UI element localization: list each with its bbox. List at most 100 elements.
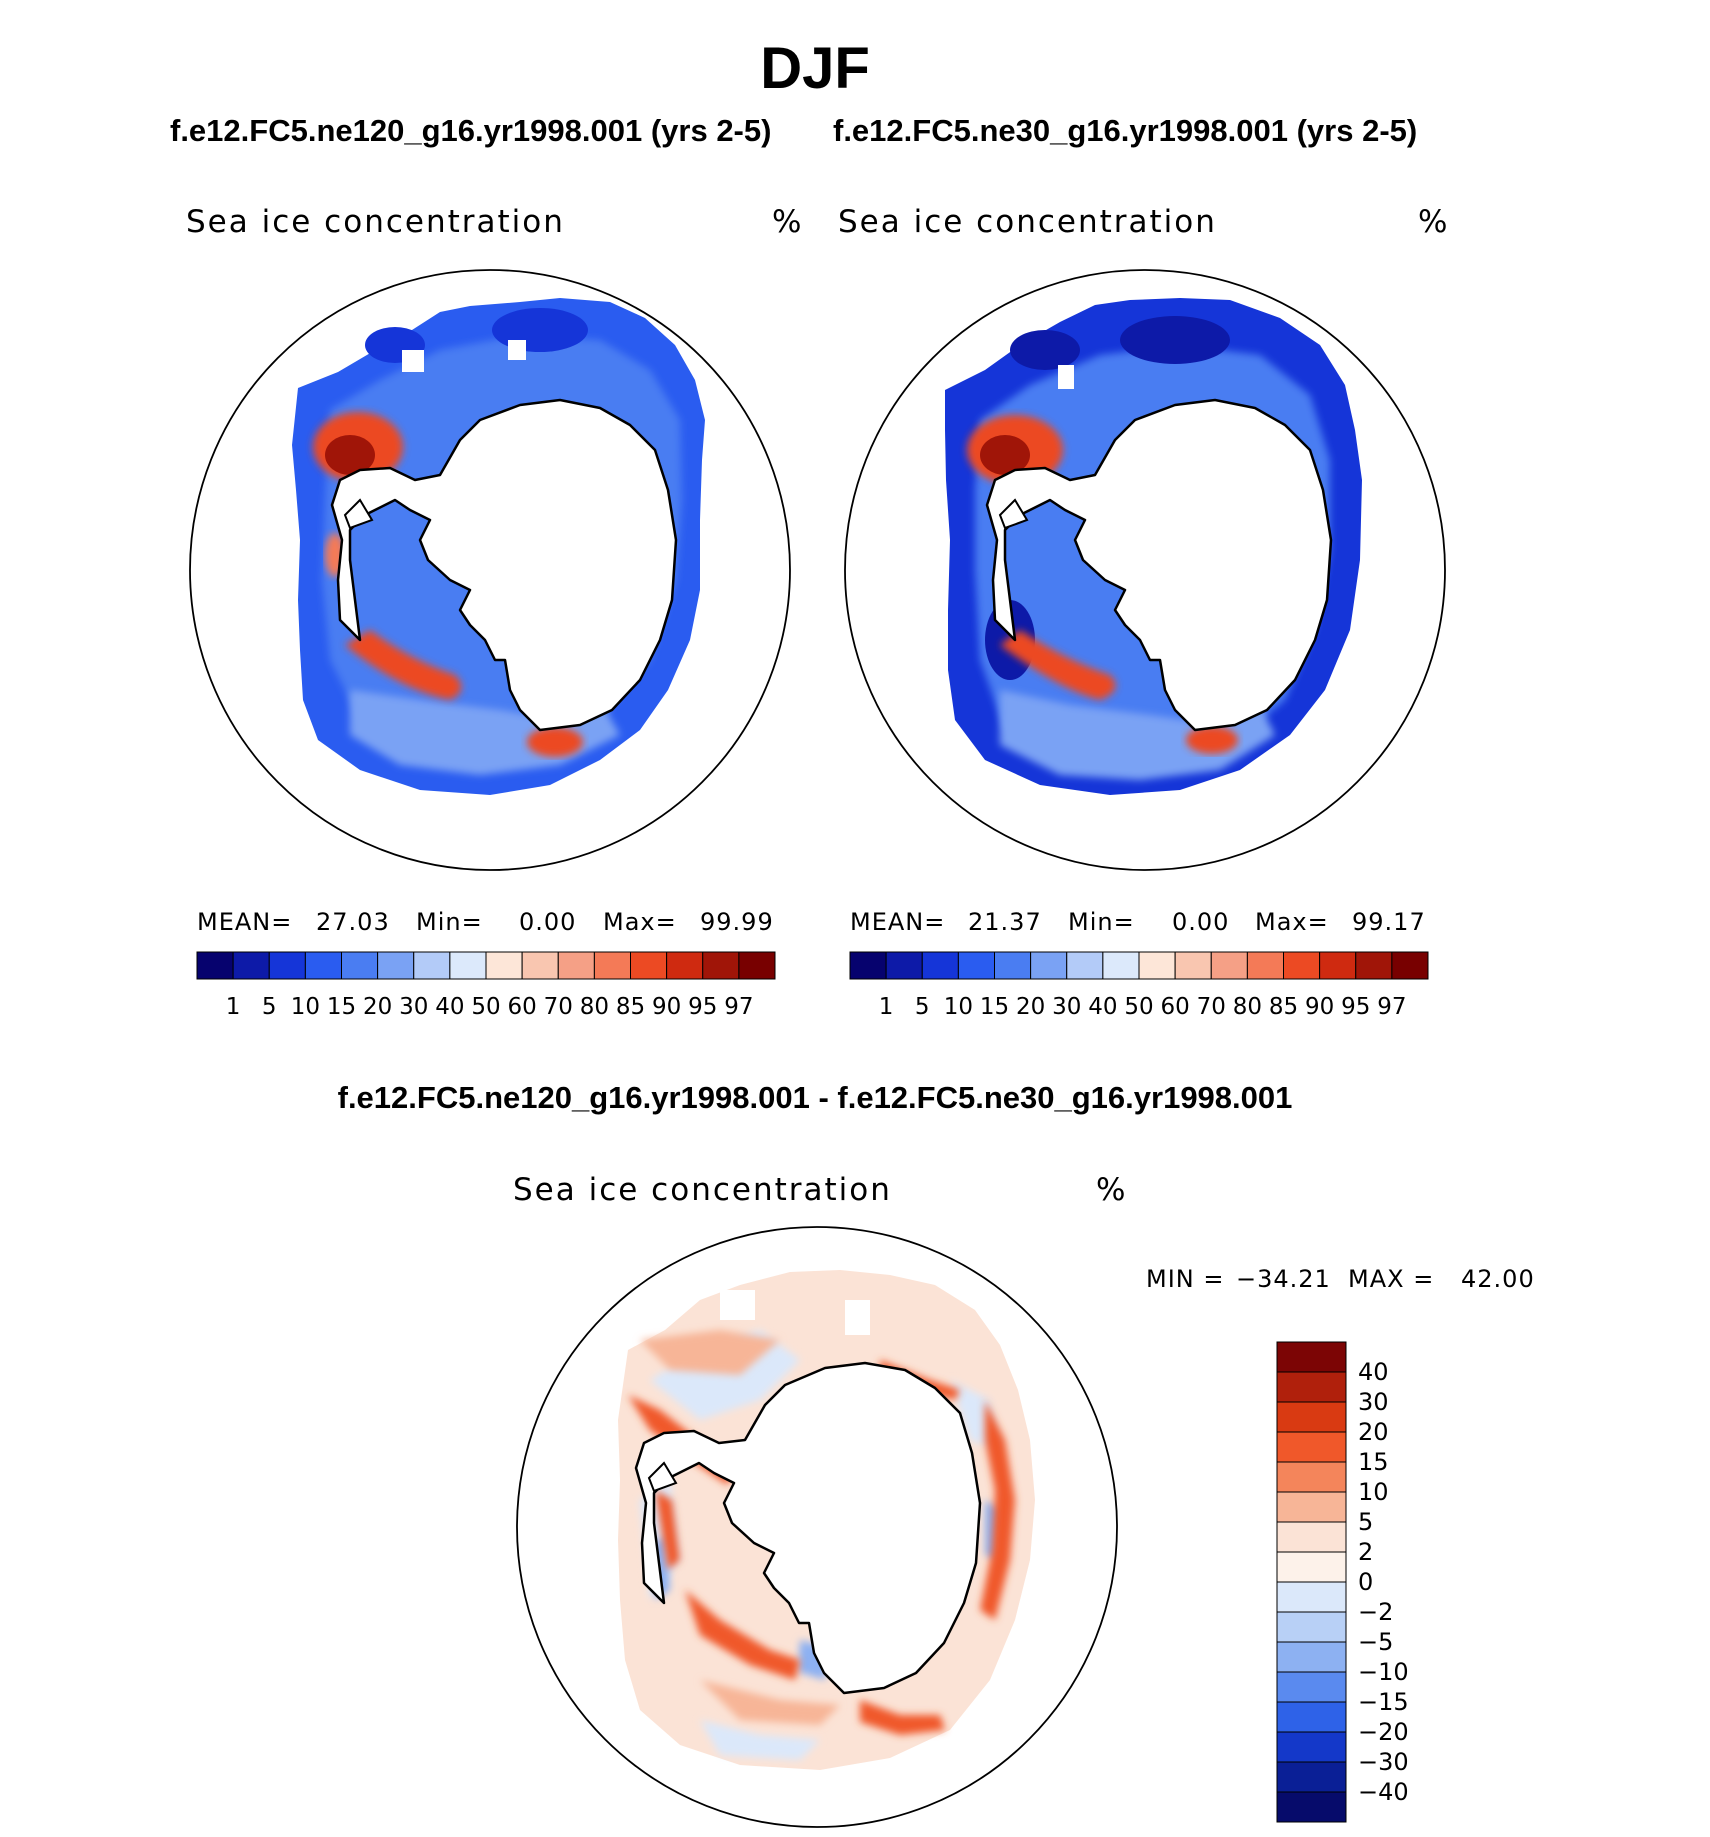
diff-colorbar-tick: −10 <box>1358 1658 1409 1686</box>
right-ice-hot-east <box>1186 726 1238 754</box>
diff-colorbar-tick: 20 <box>1358 1418 1389 1446</box>
right-colorbar-swatch <box>1283 951 1321 980</box>
right-colorbar-swatch <box>957 951 995 980</box>
diff-colorbar-tick: 10 <box>1358 1478 1389 1506</box>
right-colorbar-tick: 70 <box>1197 994 1226 1020</box>
diff-colorbar-tick: 5 <box>1358 1508 1373 1536</box>
left-map-boundary <box>189 269 791 871</box>
left-peninsula-detail <box>343 498 374 530</box>
right-colorbar-tick: 97 <box>1377 994 1406 1020</box>
left-colorbar-swatch <box>196 951 234 980</box>
left-units-label: % <box>772 204 803 240</box>
right-mean-label: MEAN= <box>850 908 945 936</box>
diff-colorbar-tick: −15 <box>1358 1688 1409 1716</box>
left-min-value: 0.00 <box>519 908 576 936</box>
left-colorbar-swatch <box>738 951 776 980</box>
left-colorbar-swatch <box>304 951 342 980</box>
diff-colorbar-swatch <box>1276 1701 1347 1733</box>
diff-colorbar-swatch <box>1276 1581 1347 1613</box>
diff-colorbar-tick: −2 <box>1358 1598 1393 1626</box>
left-colorbar-swatch <box>232 951 270 980</box>
right-peninsula-detail <box>998 498 1029 530</box>
left-ice-hot-core <box>325 435 375 475</box>
left-ice-hot-east <box>527 727 583 757</box>
diff-colorbar-tick: −20 <box>1358 1718 1409 1746</box>
right-colorbar-tick: 30 <box>1052 994 1081 1020</box>
right-colorbar-swatch <box>1030 951 1068 980</box>
right-colorbar-tick: 90 <box>1305 994 1334 1020</box>
left-colorbar-tick: 80 <box>580 994 609 1020</box>
left-colorbar: 1 5 10 15 20 30 40 50 60 70 80 85 90 95 97 <box>196 951 776 1020</box>
right-ice-dark-patch <box>1010 330 1080 370</box>
left-panel: Sea ice concentration % MEAN= 27.03 <box>186 204 803 1020</box>
left-min-label: Min= <box>416 908 483 936</box>
right-colorbar-swatch <box>1138 951 1176 980</box>
diff-run-title: f.e12.FC5.ne120_g16.yr1998.001 - f.e12.F… <box>338 1080 1293 1115</box>
left-colorbar-swatch <box>702 951 740 980</box>
left-colorbar-tick: 5 <box>262 994 277 1020</box>
left-colorbar-swatch <box>593 951 631 980</box>
diff-colorbar-tick: 15 <box>1358 1448 1389 1476</box>
right-colorbar-tick: 15 <box>980 994 1009 1020</box>
right-colorbar-tick: 60 <box>1160 994 1189 1020</box>
right-colorbar-swatch <box>921 951 959 980</box>
right-map-boundary <box>844 269 1446 871</box>
left-colorbar-tick: 70 <box>544 994 573 1020</box>
right-ice-dark-patch <box>1120 316 1230 364</box>
left-colorbar-swatch <box>341 951 379 980</box>
diff-colorbar-tick: −30 <box>1358 1748 1409 1776</box>
right-colorbar-swatch <box>1102 951 1140 980</box>
left-ice-hot-ross <box>345 630 462 700</box>
right-colorbar-tick: 5 <box>915 994 930 1020</box>
left-colorbar-tick: 85 <box>616 994 645 1020</box>
left-colorbar-swatch <box>666 951 704 980</box>
right-open-water <box>1058 365 1074 389</box>
diff-open-water <box>720 1290 755 1320</box>
left-run-title: f.e12.FC5.ne120_g16.yr1998.001 (yrs 2-5) <box>170 113 771 148</box>
left-colorbar-tick: 50 <box>471 994 500 1020</box>
left-max-value: 99.99 <box>700 908 774 936</box>
left-variable-label: Sea ice concentration <box>186 204 565 240</box>
diff-colorbar-swatch <box>1276 1791 1347 1823</box>
right-ice-light <box>1000 690 1275 780</box>
right-colorbar-tick: 85 <box>1269 994 1298 1020</box>
left-open-water <box>402 350 424 372</box>
diff-units-label: % <box>1096 1172 1127 1208</box>
diff-open-water <box>845 1300 870 1335</box>
diff-colorbar-swatch <box>1276 1431 1347 1463</box>
left-colorbar-swatch <box>557 951 595 980</box>
right-colorbar-swatch <box>994 951 1032 980</box>
diff-colorbar-tick: −5 <box>1358 1628 1393 1656</box>
diff-antarctica <box>634 1361 982 1695</box>
left-ice-dark-patch <box>492 308 588 352</box>
left-open-water <box>508 340 526 360</box>
right-ice-hot-ross <box>1000 630 1116 700</box>
left-mean-label: MEAN= <box>197 908 292 936</box>
left-colorbar-swatch <box>377 951 415 980</box>
left-colorbar-tick: 1 <box>226 994 241 1020</box>
diff-colorbar-swatch <box>1276 1731 1347 1763</box>
right-colorbar-tick: 1 <box>879 994 894 1020</box>
right-min-label: Min= <box>1068 908 1135 936</box>
right-units-label: % <box>1418 204 1449 240</box>
right-colorbar-swatch <box>1174 951 1212 980</box>
right-colorbar-swatch <box>885 951 923 980</box>
left-colorbar-tick: 97 <box>724 994 753 1020</box>
diff-colorbar-tick: −40 <box>1358 1778 1409 1806</box>
right-colorbar-tick: 95 <box>1341 994 1370 1020</box>
right-colorbar-swatch <box>1319 951 1357 980</box>
right-colorbar: 1 5 10 15 20 30 40 50 60 70 80 85 90 95 97 <box>849 951 1429 1020</box>
right-ice-hot-core <box>980 435 1030 475</box>
left-colorbar-tick: 40 <box>435 994 464 1020</box>
left-colorbar-swatch <box>521 951 559 980</box>
left-colorbar-tick: 90 <box>652 994 681 1020</box>
left-colorbar-tick: 60 <box>507 994 536 1020</box>
left-colorbar-swatch <box>268 951 306 980</box>
diff-colorbar-swatch <box>1276 1641 1347 1673</box>
diff-min-label: MIN = <box>1146 1265 1224 1293</box>
diff-max-value: 42.00 <box>1461 1265 1535 1293</box>
right-colorbar-tick: 20 <box>1016 994 1045 1020</box>
left-max-label: Max= <box>603 908 677 936</box>
right-panel: Sea ice concentration % MEAN= 21.37 Min=… <box>838 204 1449 1020</box>
